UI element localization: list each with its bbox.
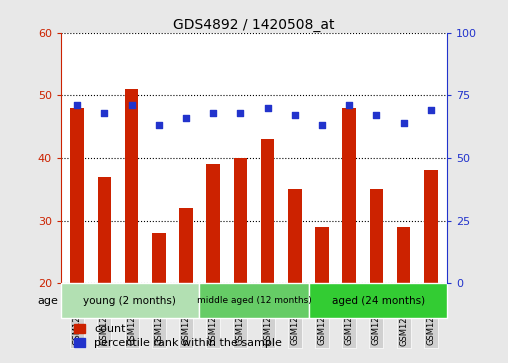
Text: age: age xyxy=(38,295,58,306)
Text: aged (24 months): aged (24 months) xyxy=(332,295,425,306)
Bar xyxy=(261,139,274,283)
Bar xyxy=(125,89,139,283)
Bar xyxy=(424,170,437,283)
Point xyxy=(236,110,244,116)
Title: GDS4892 / 1420508_at: GDS4892 / 1420508_at xyxy=(173,18,335,32)
Point xyxy=(372,113,380,118)
Text: young (2 months): young (2 months) xyxy=(83,295,176,306)
Point xyxy=(264,105,272,111)
Bar xyxy=(206,164,220,283)
Bar xyxy=(288,189,302,283)
Point xyxy=(128,102,136,108)
Bar xyxy=(342,108,356,283)
Bar xyxy=(369,189,383,283)
Point xyxy=(182,115,190,121)
Bar xyxy=(179,208,193,283)
Bar xyxy=(397,227,410,283)
Point xyxy=(73,102,81,108)
Bar xyxy=(315,227,329,283)
Bar xyxy=(98,177,111,283)
Bar xyxy=(234,158,247,283)
Point xyxy=(318,122,326,128)
Legend: count, percentile rank within the sample: count, percentile rank within the sample xyxy=(74,324,282,348)
Text: middle aged (12 months): middle aged (12 months) xyxy=(197,296,311,305)
Point xyxy=(345,102,353,108)
Point xyxy=(209,110,217,116)
Bar xyxy=(61,283,199,318)
Point xyxy=(399,120,407,126)
Point xyxy=(101,110,109,116)
Point xyxy=(291,113,299,118)
Bar xyxy=(71,108,84,283)
Point xyxy=(155,122,163,128)
Bar xyxy=(309,283,447,318)
Point xyxy=(427,107,435,113)
Bar xyxy=(199,283,309,318)
Bar xyxy=(152,233,166,283)
